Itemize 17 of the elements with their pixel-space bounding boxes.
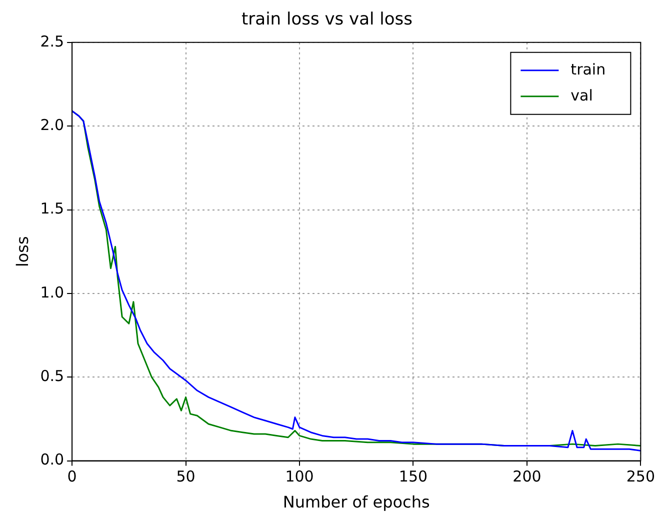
y-axis-title: loss <box>12 236 32 268</box>
x-tick-label: 200 <box>512 468 542 486</box>
x-tick-label: 50 <box>176 468 196 486</box>
x-tick-label: 100 <box>285 468 314 486</box>
y-tick-label: 2.5 <box>40 32 64 50</box>
y-tick-label: 1.5 <box>40 200 64 218</box>
x-tick-label: 150 <box>398 468 428 486</box>
x-tick-label: 0 <box>67 468 77 486</box>
x-axis-title: Number of epochs <box>282 492 430 512</box>
y-tick-label: 0.0 <box>40 450 64 469</box>
y-tick-label: 0.5 <box>40 367 64 386</box>
y-tick-label: 1.0 <box>40 283 64 302</box>
legend-label: train <box>570 60 606 78</box>
chart-title: train loss vs val loss <box>242 10 413 30</box>
x-tick-label: 250 <box>626 468 656 486</box>
y-tick-label: 2.0 <box>40 116 64 134</box>
legend-label: val <box>570 86 593 104</box>
